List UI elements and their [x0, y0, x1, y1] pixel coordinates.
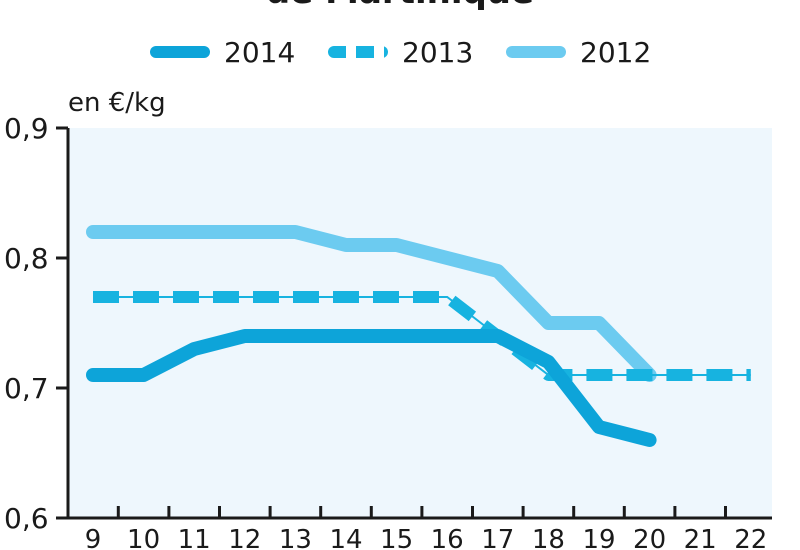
x-tick-label: 9	[85, 525, 102, 550]
series-line-2013	[93, 291, 751, 381]
legend-item-2012: 2012	[506, 30, 651, 74]
legend-label-2014: 2014	[224, 35, 296, 69]
x-tick-label: 14	[329, 525, 362, 550]
chart-title: de Martinique	[0, 0, 800, 12]
x-tick-label: 22	[734, 525, 767, 550]
x-tick-label: 12	[228, 525, 261, 550]
y-tick-label: 0,8	[4, 242, 49, 275]
x-tick-label: 13	[279, 525, 312, 550]
y-tick-label: 0,7	[4, 372, 49, 405]
y-axis-unit-label: en €/kg	[68, 88, 166, 118]
legend-label-2013: 2013	[402, 35, 474, 69]
legend-item-2014: 2014	[150, 30, 295, 74]
y-tick-label: 0,6	[4, 502, 49, 535]
legend-swatch-2014	[150, 46, 210, 58]
y-tick-label: 0,9	[4, 112, 49, 145]
x-tick-label: 18	[532, 525, 565, 550]
x-tick-label: 11	[178, 525, 211, 550]
x-tick-label: 21	[684, 525, 717, 550]
x-tick-label: 19	[582, 525, 615, 550]
x-tick-label: 15	[380, 525, 413, 550]
legend-item-2013: 2013	[328, 30, 473, 74]
x-tick-label: 20	[633, 525, 666, 550]
legend-swatch-2012	[506, 46, 566, 58]
series-line-2012	[86, 225, 657, 382]
x-tick-label: 16	[431, 525, 464, 550]
plot-background	[68, 128, 772, 518]
legend-label-2012: 2012	[580, 35, 652, 69]
x-tick-label: 10	[127, 525, 160, 550]
series-line-2014	[86, 329, 657, 447]
x-tick-label: 17	[481, 525, 514, 550]
legend-swatch-2013	[328, 46, 388, 58]
